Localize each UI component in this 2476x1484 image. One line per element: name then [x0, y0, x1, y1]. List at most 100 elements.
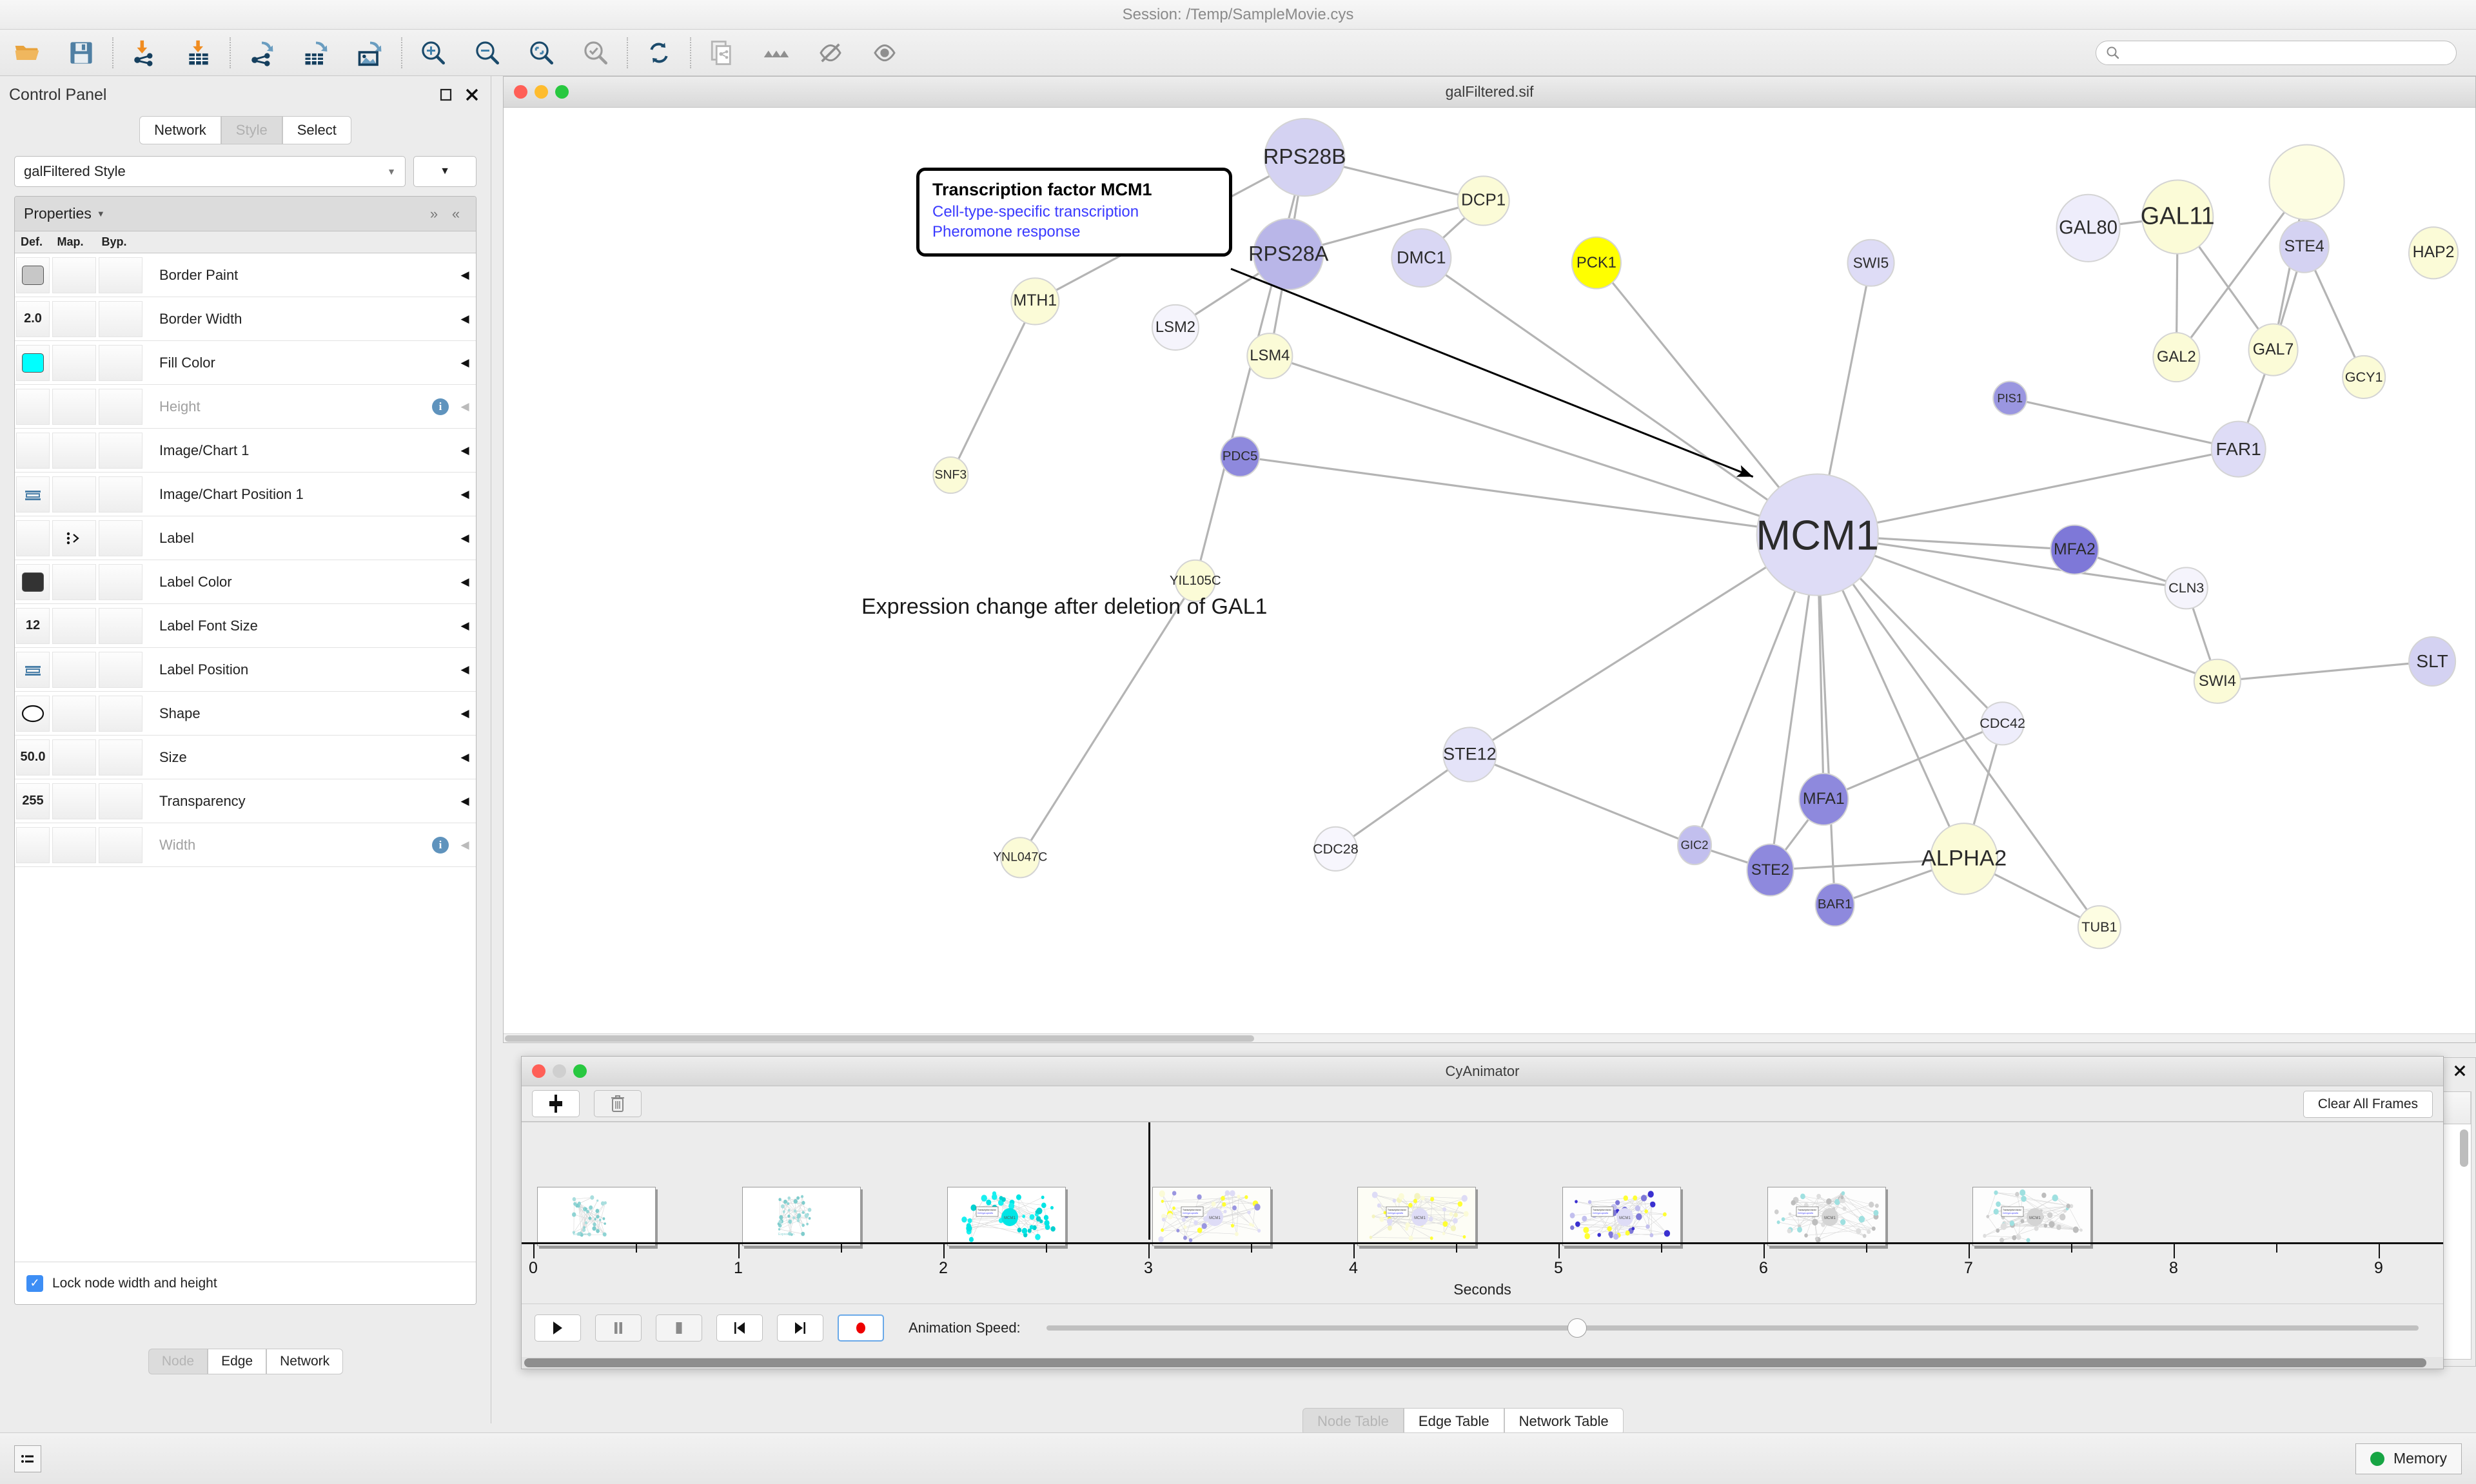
- expand-property-arrow-icon[interactable]: ◀: [460, 619, 469, 632]
- animation-speed-slider[interactable]: [1046, 1314, 2419, 1342]
- close-icon[interactable]: [2453, 1064, 2466, 1080]
- property-mapping-cell[interactable]: [52, 300, 96, 337]
- add-frame-button[interactable]: [532, 1090, 580, 1117]
- property-bypass-cell[interactable]: [99, 344, 142, 381]
- animation-timeline[interactable]: Expression Expression MCM1 Transcription fa…: [522, 1122, 2443, 1304]
- destroy-network-icon[interactable]: [749, 30, 803, 76]
- property-mapping-cell[interactable]: [52, 257, 96, 293]
- property-bypass-cell[interactable]: [99, 432, 142, 469]
- network-canvas[interactable]: Transcription factor MCM1 Cell-type-spec…: [504, 108, 2475, 1042]
- property-mapping-cell[interactable]: [52, 826, 96, 863]
- export-network-icon[interactable]: [235, 30, 289, 76]
- refresh-icon[interactable]: [632, 30, 686, 76]
- info-icon[interactable]: i: [432, 398, 449, 415]
- property-default-cell[interactable]: [16, 651, 50, 688]
- expand-all-icon[interactable]: »: [429, 205, 438, 222]
- property-row[interactable]: Label ◀: [15, 516, 476, 560]
- property-default-cell[interactable]: 50.0: [16, 739, 50, 776]
- tab-select[interactable]: Select: [282, 116, 351, 144]
- property-default-cell[interactable]: [16, 344, 50, 381]
- tab-network-table[interactable]: Network Table: [1504, 1408, 1624, 1435]
- property-bypass-cell[interactable]: [99, 607, 142, 644]
- cyanimator-horizontal-scrollbar[interactable]: [522, 1357, 2443, 1369]
- expand-property-arrow-icon[interactable]: ◀: [460, 400, 469, 413]
- chevron-down-icon[interactable]: ▼: [96, 209, 105, 219]
- property-default-cell[interactable]: [16, 432, 50, 469]
- expand-property-arrow-icon[interactable]: ◀: [460, 312, 469, 325]
- property-row[interactable]: Label Position ◀: [15, 648, 476, 692]
- minimize-window-button[interactable]: [553, 1064, 566, 1078]
- property-bypass-cell[interactable]: [99, 476, 142, 513]
- property-default-cell[interactable]: [16, 563, 50, 600]
- property-mapping-cell[interactable]: [52, 344, 96, 381]
- timeline-playhead[interactable]: [1148, 1122, 1150, 1240]
- property-bypass-cell[interactable]: [99, 826, 142, 863]
- property-mapping-cell[interactable]: [52, 739, 96, 776]
- new-network-icon[interactable]: [695, 30, 749, 76]
- style-select[interactable]: galFiltered Style ▼: [14, 156, 406, 187]
- expand-property-arrow-icon[interactable]: ◀: [460, 268, 469, 281]
- property-row[interactable]: Height i ◀: [15, 385, 476, 429]
- expand-property-arrow-icon[interactable]: ◀: [460, 750, 469, 763]
- expand-property-arrow-icon[interactable]: ◀: [460, 531, 469, 544]
- maximize-window-button[interactable]: [573, 1064, 587, 1078]
- property-mapping-cell[interactable]: [52, 388, 96, 425]
- property-row[interactable]: Image/Chart Position 1 ◀: [15, 473, 476, 516]
- bottom-tab-network[interactable]: Network: [266, 1349, 344, 1374]
- zoom-out-icon[interactable]: [460, 30, 515, 76]
- import-network-icon[interactable]: [117, 30, 172, 76]
- timeline-frame[interactable]: Expression: [537, 1187, 656, 1246]
- restore-icon[interactable]: [437, 85, 456, 104]
- speed-slider-knob[interactable]: [1567, 1318, 1587, 1338]
- property-row[interactable]: 50.0 Size ◀: [15, 736, 476, 779]
- expand-property-arrow-icon[interactable]: ◀: [460, 707, 469, 719]
- property-bypass-cell[interactable]: [99, 695, 142, 732]
- zoom-fit-icon[interactable]: [515, 30, 569, 76]
- property-row[interactable]: Fill Color ◀: [15, 341, 476, 385]
- property-bypass-cell[interactable]: [99, 388, 142, 425]
- style-options-menu-button[interactable]: ▼: [413, 156, 477, 187]
- property-bypass-cell[interactable]: [99, 300, 142, 337]
- stop-button[interactable]: [656, 1314, 702, 1342]
- close-window-button[interactable]: [532, 1064, 545, 1078]
- maximize-window-button[interactable]: [555, 85, 569, 99]
- property-mapping-cell[interactable]: [52, 651, 96, 688]
- save-icon[interactable]: [54, 30, 108, 76]
- property-mapping-cell[interactable]: [52, 520, 96, 556]
- property-default-cell[interactable]: [16, 476, 50, 513]
- property-row[interactable]: 2.0 Border Width ◀: [15, 297, 476, 341]
- collapse-all-icon[interactable]: «: [451, 205, 460, 222]
- open-folder-icon[interactable]: [0, 30, 54, 76]
- timeline-frame[interactable]: MCM1 Transcription factor Cell-type-specif…: [1767, 1187, 1886, 1246]
- tab-node-table[interactable]: Node Table: [1302, 1408, 1404, 1435]
- lock-node-row[interactable]: ✓ Lock node width and height: [15, 1262, 476, 1304]
- timeline-frame[interactable]: MCM1 Transcription factor Cell-type-specif…: [1972, 1187, 2091, 1246]
- search-box[interactable]: [2096, 40, 2457, 65]
- property-row[interactable]: Width i ◀: [15, 823, 476, 867]
- network-horizontal-scrollbar[interactable]: [504, 1033, 2475, 1042]
- expand-property-arrow-icon[interactable]: ◀: [460, 575, 469, 588]
- timeline-frame[interactable]: MCM1 Transcription factor Cell-type-specif…: [1357, 1187, 1476, 1246]
- pause-button[interactable]: [595, 1314, 642, 1342]
- record-button[interactable]: [838, 1314, 884, 1342]
- property-default-cell[interactable]: [16, 826, 50, 863]
- property-row[interactable]: Label Color ◀: [15, 560, 476, 604]
- property-bypass-cell[interactable]: [99, 651, 142, 688]
- timeline-frame[interactable]: MCM1 Transcription factor Cell-type-specif…: [1152, 1187, 1271, 1246]
- expand-property-arrow-icon[interactable]: ◀: [460, 487, 469, 500]
- show-icon[interactable]: [858, 30, 912, 76]
- prev-frame-button[interactable]: [716, 1314, 763, 1342]
- property-default-cell[interactable]: [16, 388, 50, 425]
- property-row[interactable]: 12 Label Font Size ◀: [15, 604, 476, 648]
- property-bypass-cell[interactable]: [99, 783, 142, 819]
- edge-table-scrollbar[interactable]: [2458, 1126, 2470, 1358]
- property-mapping-cell[interactable]: [52, 476, 96, 513]
- property-default-cell[interactable]: [16, 695, 50, 732]
- property-bypass-cell[interactable]: [99, 739, 142, 776]
- clear-all-frames-button[interactable]: Clear All Frames: [2303, 1091, 2433, 1118]
- list-icon[interactable]: [14, 1445, 41, 1472]
- search-input[interactable]: [2127, 45, 2447, 60]
- memory-status-button[interactable]: Memory: [2355, 1443, 2462, 1474]
- timeline-frame[interactable]: MCM1 Transcription factor Cell-type-specif…: [947, 1187, 1066, 1246]
- property-row[interactable]: Border Paint ◀: [15, 253, 476, 297]
